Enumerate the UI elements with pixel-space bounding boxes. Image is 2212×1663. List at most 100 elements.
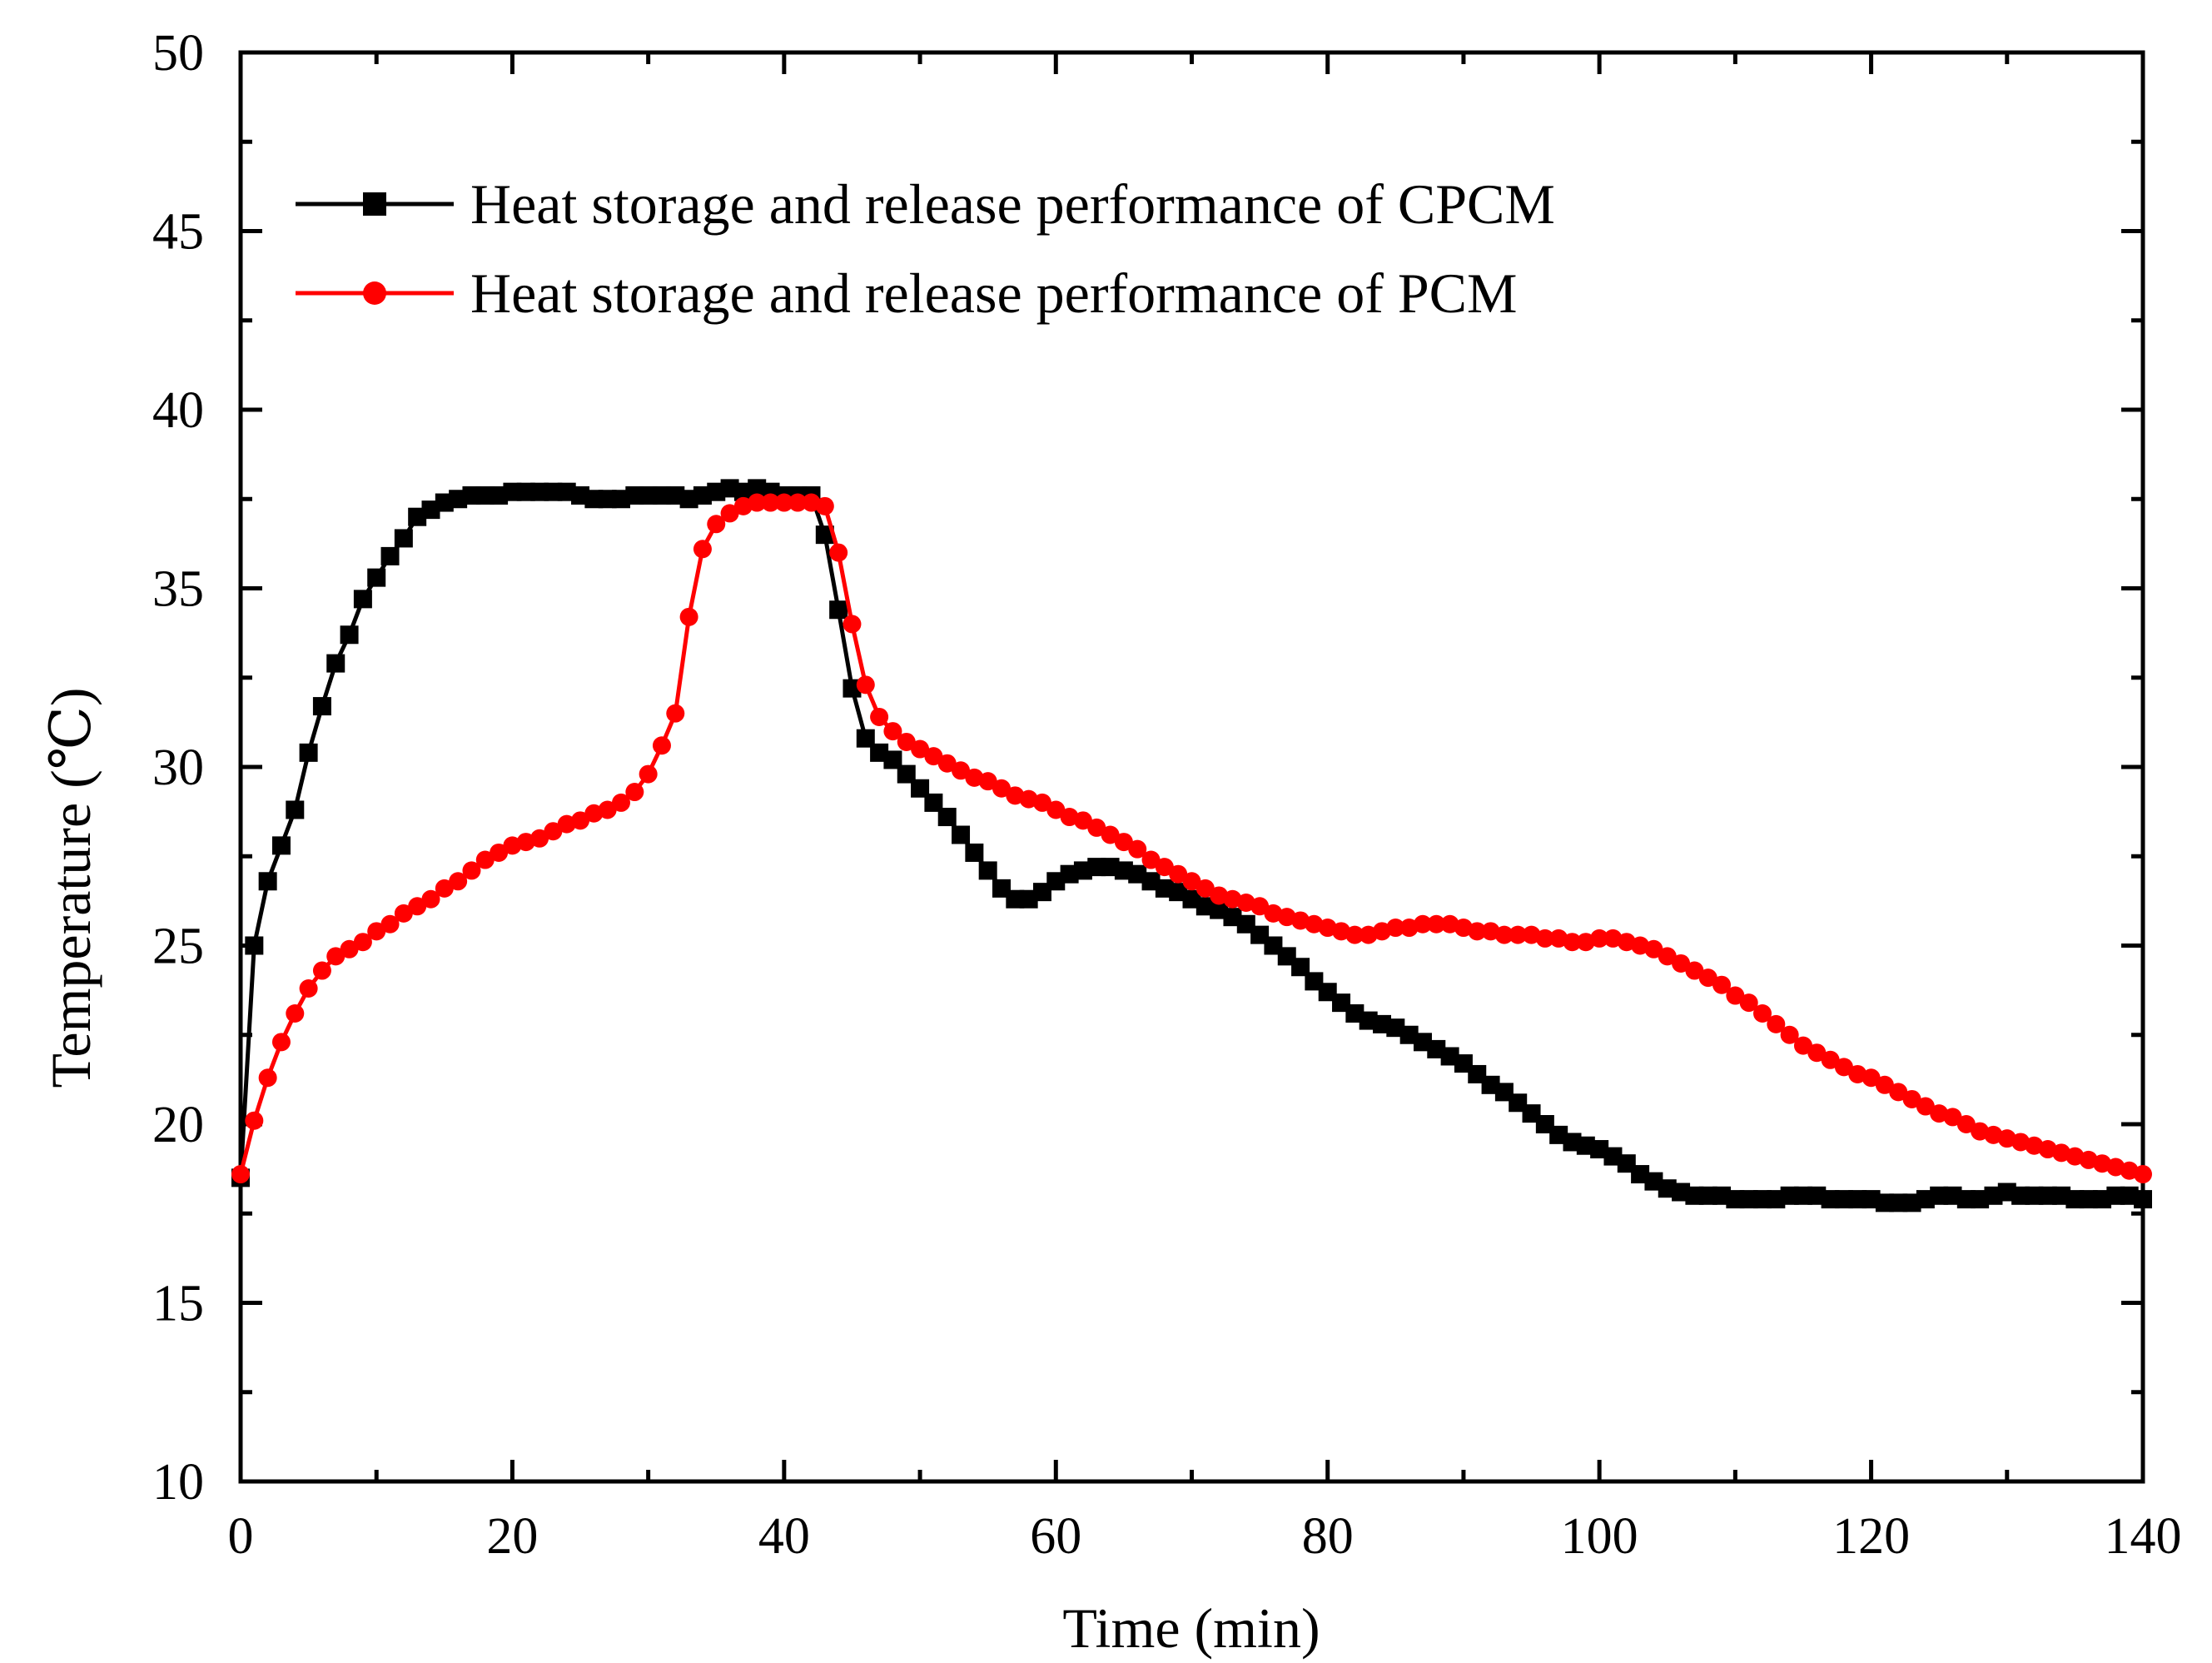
data-point (326, 947, 345, 966)
data-point (245, 1111, 264, 1130)
legend-marker-cpcm (363, 192, 386, 216)
data-point (1413, 914, 1432, 934)
data-point (1767, 1014, 1786, 1033)
data-point (1563, 933, 1582, 952)
data-point (231, 1165, 250, 1184)
data-point (421, 889, 440, 909)
data-point (652, 736, 671, 755)
x-tick-labels: 0 20 40 60 80 100 120 140 (228, 1508, 2182, 1565)
data-point (394, 529, 413, 548)
data-point (394, 904, 413, 923)
data-point (2134, 1165, 2152, 1184)
data-point (571, 811, 590, 830)
data-point (286, 1004, 305, 1023)
x-tick-label: 20 (486, 1508, 538, 1565)
data-point (788, 493, 808, 512)
data-point (1046, 800, 1066, 819)
legend-marker-pcm (363, 281, 386, 305)
data-point (435, 879, 454, 898)
x-tick-label: 40 (758, 1508, 810, 1565)
data-point (1291, 958, 1310, 977)
data-point (1793, 1036, 1812, 1055)
data-point (1169, 864, 1188, 884)
y-tick-label: 10 (152, 1454, 204, 1511)
data-point (1182, 872, 1201, 891)
data-point (856, 675, 875, 695)
data-point (367, 922, 386, 941)
data-point (978, 772, 997, 791)
data-point (883, 750, 902, 769)
data-point (258, 1068, 277, 1088)
data-point (380, 914, 400, 934)
data-point (693, 540, 712, 559)
data-point (1101, 825, 1120, 844)
data-point (1141, 850, 1161, 869)
data-point (774, 493, 793, 512)
data-point (720, 504, 739, 523)
data-point (299, 743, 318, 762)
data-point (490, 843, 509, 862)
data-point (815, 496, 834, 515)
data-point (326, 654, 345, 673)
legend-label-pcm: Heat storage and release performance of … (470, 261, 1517, 325)
data-point (829, 543, 848, 562)
data-point (883, 722, 902, 741)
data-point (462, 861, 481, 880)
series-pcm (231, 493, 2152, 1184)
data-point (952, 825, 971, 844)
data-point (1494, 925, 1514, 944)
data-point (312, 697, 331, 716)
y-tick-label: 35 (152, 561, 204, 618)
data-point (353, 590, 372, 609)
x-tick-label: 100 (1561, 1508, 1638, 1565)
data-point (1032, 793, 1051, 812)
data-point (1672, 953, 1691, 973)
data-point (340, 625, 359, 645)
series-layer (231, 479, 2152, 1212)
data-point (1916, 1097, 1935, 1116)
data-point (707, 515, 726, 534)
axis-ticks (238, 50, 2145, 1484)
data-point (843, 615, 862, 634)
data-point (937, 754, 957, 773)
data-point (299, 978, 318, 998)
data-point (449, 872, 468, 891)
y-tick-label: 40 (152, 382, 204, 439)
y-tick-labels: 10 15 20 25 30 35 40 45 50 (152, 25, 204, 1511)
data-point (952, 761, 971, 780)
data-point (1685, 961, 1704, 980)
data-point (475, 850, 495, 869)
data-point (1658, 947, 1677, 966)
data-point (1875, 1075, 1894, 1094)
data-point (612, 793, 630, 812)
data-point (1386, 919, 1405, 938)
data-point (1535, 929, 1554, 948)
y-axis-title: Temperature (℃) (39, 688, 102, 1088)
data-point (965, 843, 984, 862)
data-point (530, 829, 549, 848)
data-point (679, 607, 698, 626)
data-point (761, 493, 780, 512)
data-point (992, 779, 1011, 798)
data-point (1250, 897, 1270, 916)
data-point (1807, 1043, 1827, 1063)
data-point (271, 836, 291, 855)
data-point (1073, 811, 1092, 830)
data-point (897, 764, 916, 784)
data-point (380, 546, 400, 565)
data-point (625, 783, 644, 802)
y-tick-label: 20 (152, 1097, 204, 1153)
data-point (1509, 925, 1528, 944)
data-point (1155, 858, 1174, 877)
data-point (408, 897, 427, 916)
data-point (1780, 1025, 1799, 1044)
data-point (544, 822, 563, 841)
data-point (924, 747, 943, 766)
data-point (1726, 986, 1745, 1005)
x-tick-label: 60 (1030, 1508, 1081, 1565)
data-point (1087, 818, 1106, 837)
data-point (271, 1033, 291, 1052)
data-point (258, 872, 277, 891)
legend: Heat storage and release performance of … (296, 172, 1555, 325)
